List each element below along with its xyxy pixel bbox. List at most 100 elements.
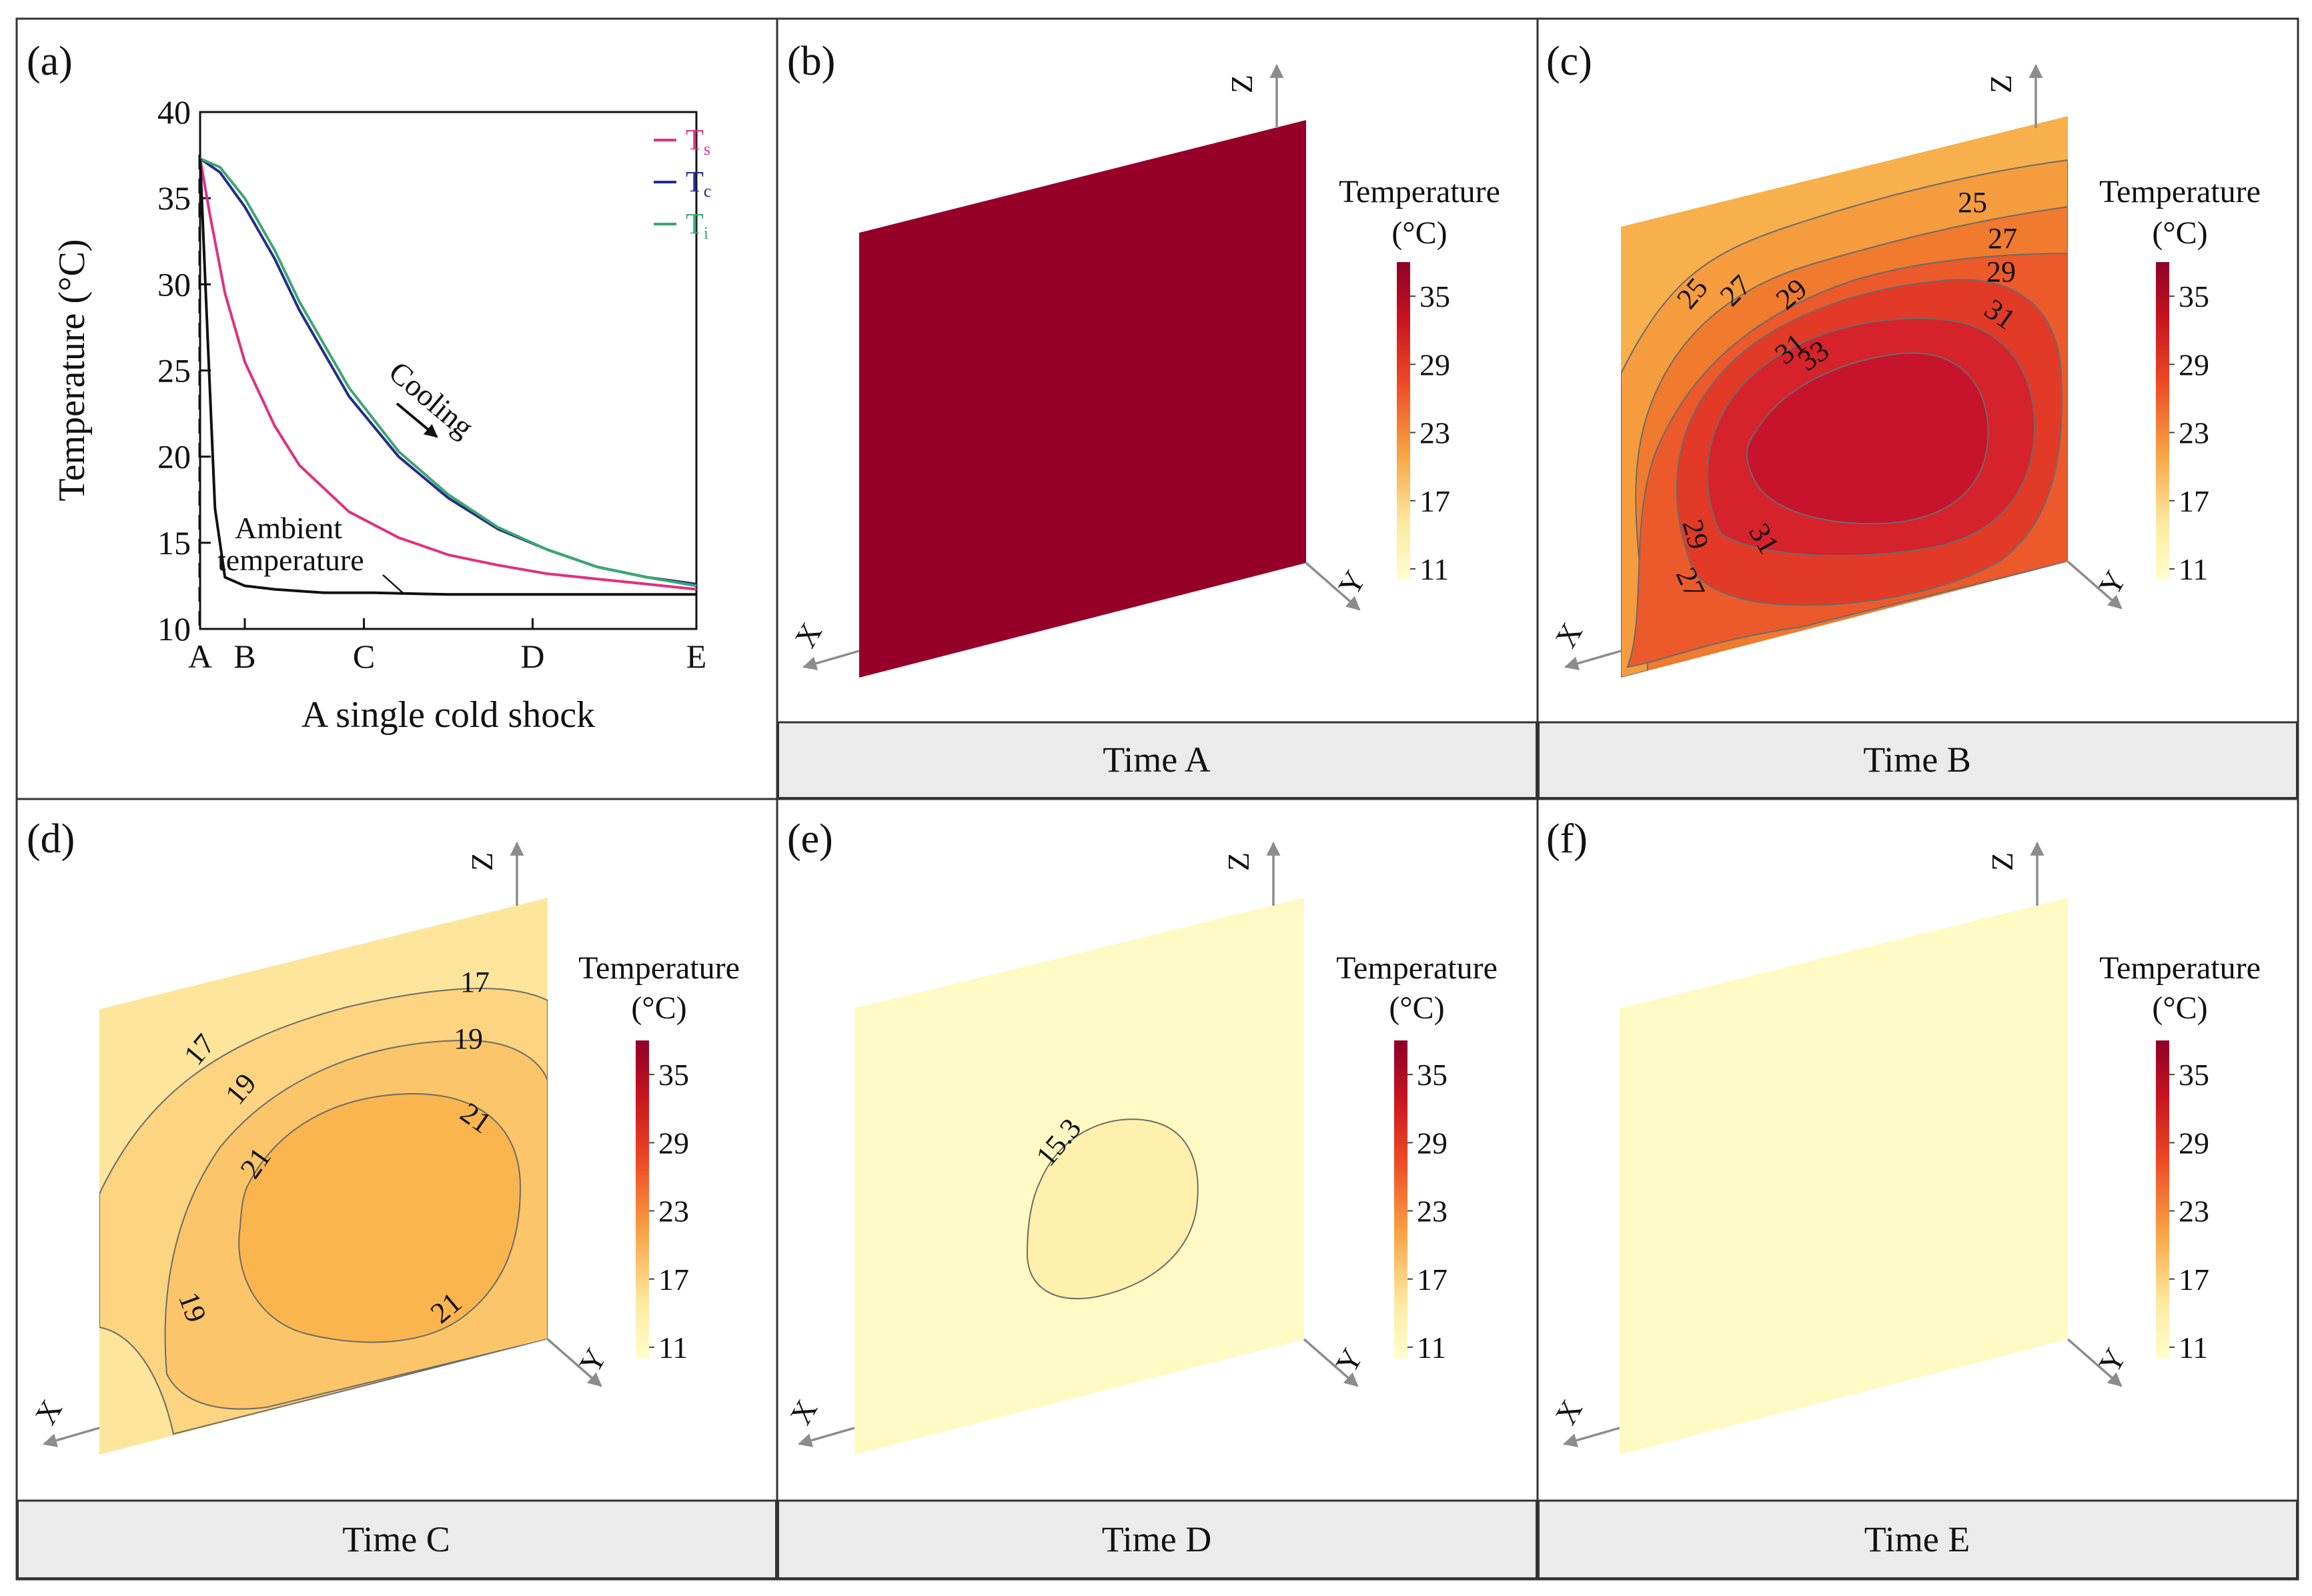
- colorbar-unit: (°C): [2152, 215, 2207, 251]
- colorbar-unit: (°C): [631, 990, 686, 1026]
- colorbar-title: Temperature: [1339, 174, 1500, 209]
- x-tick-label: C: [353, 638, 375, 675]
- colorbar-unit: (°C): [2152, 990, 2207, 1026]
- colorbar: [2156, 1040, 2169, 1359]
- series-line-ti: [199, 157, 697, 588]
- panel-label-f: (f): [1546, 816, 1588, 862]
- caption-f: Time E: [1864, 1519, 1970, 1559]
- z-axis-label: Z: [465, 852, 499, 871]
- colorbar: [1394, 1040, 1407, 1359]
- contour-15-3: [1026, 1118, 1199, 1300]
- colorbar-tick-label: 11: [2179, 1331, 2208, 1365]
- panel-b: (b) Z Y X Temperature (°C) 35 29 23 17 11 Ti…: [787, 39, 1500, 780]
- surface-d: [99, 898, 548, 1455]
- x-axis-arrow: [1564, 650, 1622, 670]
- y-axis-arrow: [546, 1338, 602, 1387]
- colorbar-tick-label: 17: [2179, 484, 2209, 518]
- z-axis-label: Z: [1225, 75, 1259, 93]
- contour-label: 25: [1958, 186, 1987, 219]
- x-axis-arrow: [1562, 1427, 1620, 1447]
- y-axis-label-3d: Y: [2092, 1343, 2133, 1379]
- cooling-arrow: [396, 402, 438, 438]
- colorbar-ticks: 35 29 23 17 11: [1407, 1058, 1448, 1365]
- x-tick-label: D: [520, 638, 544, 675]
- colorbar-tick-label: 23: [2179, 1194, 2209, 1229]
- x-tick-label: B: [233, 638, 255, 675]
- z-axis-label: Z: [1221, 852, 1255, 871]
- y-axis-label-3d: Y: [1331, 565, 1372, 601]
- colorbar-unit: (°C): [1389, 990, 1444, 1026]
- colorbar-tick-label: 11: [1419, 552, 1449, 586]
- series-line-ambient-temperature: [199, 158, 696, 596]
- surface-f: [1620, 898, 2068, 1455]
- colorbar-tick-label: 17: [1419, 484, 1450, 518]
- caption-c: Time B: [1863, 740, 1971, 780]
- y-axis-label-3d: Y: [2092, 565, 2133, 601]
- annotation-ambient: Ambient: [235, 511, 342, 545]
- colorbar: [1397, 262, 1410, 580]
- panel-label-a: (a): [27, 39, 73, 84]
- x-axis-label: A single cold shock: [302, 694, 595, 736]
- y-tick-label: 40: [157, 93, 191, 131]
- series-line-ts: [199, 158, 697, 591]
- y-axis-ticks: 10 15 20 25 30 35 40: [157, 93, 211, 648]
- colorbar: [636, 1040, 649, 1359]
- y-tick-label: 15: [157, 524, 191, 562]
- colorbar-tick-label: 35: [658, 1058, 689, 1092]
- x-axis-arrow: [802, 650, 860, 670]
- y-axis-arrow: [1303, 1338, 1359, 1387]
- legend-label-tc: Tc: [686, 165, 711, 201]
- x-axis-arrow: [797, 1427, 855, 1447]
- y-axis-label-3d: Y: [1329, 1343, 1369, 1379]
- colorbar-tick-label: 29: [658, 1126, 689, 1160]
- legend: Ts Tc Ti: [654, 123, 711, 243]
- caption-e: Time D: [1102, 1519, 1212, 1559]
- colorbar-ticks: 35 29 23 17 11: [649, 1058, 689, 1365]
- panel-label-d: (d): [27, 816, 75, 862]
- x-axis-label-3d: X: [788, 617, 828, 653]
- x-axis-label-3d: X: [28, 1394, 69, 1430]
- colorbar: [2156, 262, 2169, 580]
- contour-label: 29: [1986, 255, 2016, 288]
- panel-f: (f) Z Y X Temperature (°C) 35 29 23 17 11 Ti…: [1546, 816, 2261, 1559]
- y-tick-label: 25: [157, 352, 191, 389]
- colorbar-ticks: 35 29 23 17 11: [2169, 279, 2209, 586]
- colorbar-tick-label: 35: [1417, 1058, 1448, 1092]
- panel-label-e: (e): [787, 816, 833, 862]
- colorbar-tick-label: 23: [2179, 416, 2209, 450]
- panel-label-b: (b): [787, 39, 835, 84]
- y-axis-label: Temperature (°C): [51, 239, 93, 501]
- colorbar-tick-label: 11: [658, 1331, 688, 1365]
- y-axis-arrow: [2067, 560, 2123, 610]
- colorbar-tick-label: 35: [2179, 279, 2209, 313]
- z-axis-label: Z: [1984, 75, 2018, 93]
- panel-label-c: (c): [1546, 39, 1592, 84]
- y-axis-label-3d: Y: [572, 1343, 613, 1379]
- legend-label-ti: Ti: [686, 207, 708, 243]
- colorbar-title: Temperature: [2099, 174, 2261, 209]
- x-axis-label-3d: X: [783, 1394, 824, 1430]
- panel-e: (e) 15.3 Z Y X Temperature (°C) 35292317…: [783, 816, 1498, 1559]
- colorbar-tick-label: 29: [2179, 347, 2209, 381]
- x-axis-label-3d: X: [1548, 1394, 1589, 1430]
- annotation-temperature: temperature: [217, 543, 364, 577]
- colorbar-tick-label: 23: [1419, 416, 1450, 450]
- colorbar-tick-label: 29: [2179, 1126, 2209, 1160]
- colorbar-tick-label: 17: [1417, 1263, 1448, 1297]
- colorbar-title: Temperature: [578, 950, 740, 986]
- colorbar-tick-label: 29: [1417, 1126, 1448, 1160]
- surface-c: [1621, 116, 2068, 678]
- contour-label: 27: [1988, 222, 2017, 255]
- y-axis-arrow: [1305, 562, 1361, 611]
- colorbar-tick-label: 17: [2179, 1263, 2209, 1297]
- series-group: [199, 157, 697, 596]
- colorbar-tick-label: 11: [1417, 1331, 1446, 1365]
- caption-d: Time C: [342, 1519, 450, 1559]
- x-tick-label: E: [686, 638, 707, 675]
- colorbar-tick-label: 23: [1417, 1194, 1448, 1229]
- contour-label: 19: [454, 1022, 483, 1055]
